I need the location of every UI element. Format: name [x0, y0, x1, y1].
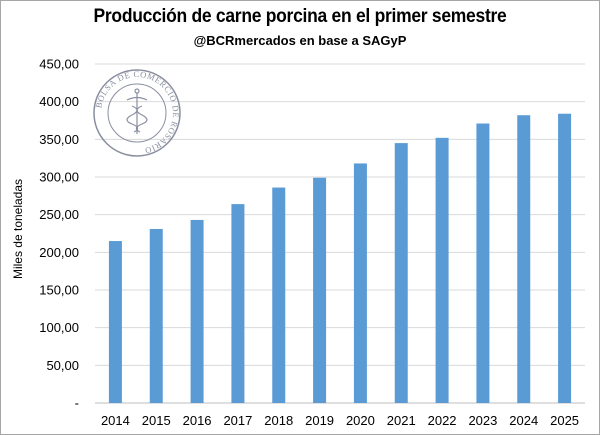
x-tick-label: 2020 [346, 413, 375, 428]
x-tick-label: 2024 [509, 413, 538, 428]
y-tick-label: 300,00 [39, 170, 79, 185]
x-tick-label: 2017 [223, 413, 252, 428]
bar-2017 [231, 204, 245, 403]
bar-2014 [108, 241, 122, 403]
y-tick-label: 50,00 [46, 358, 79, 373]
y-tick-label: 150,00 [39, 283, 79, 298]
gridlines [95, 63, 585, 404]
bars [108, 113, 572, 403]
bar-2018 [272, 187, 286, 403]
x-tick-label: 2018 [264, 413, 293, 428]
bar-2025 [558, 113, 572, 403]
x-tick-label: 2016 [183, 413, 212, 428]
y-tick-labels: - 50,00 100,00 150,00 200,00 250,00 300,00 350,… [39, 57, 79, 411]
x-tick-label: 2023 [468, 413, 497, 428]
seal-inner-ring [107, 83, 167, 143]
bar-2015 [149, 228, 163, 403]
bar-2019 [313, 177, 327, 403]
x-tick-label: 2015 [142, 413, 171, 428]
seal-outer-ring [93, 69, 181, 157]
bar-2020 [353, 163, 367, 403]
x-tick-label: 2022 [428, 413, 457, 428]
bar-2023 [476, 123, 490, 403]
bar-2016 [190, 219, 204, 403]
x-tick-label: 2025 [550, 413, 579, 428]
x-tick-labels: 2014 2015 2016 2017 2018 2019 2020 2021 2022 2023… [101, 413, 579, 428]
chart-subtitle: @BCRmercados en base a SAGyP [193, 33, 407, 48]
x-tick-label: 2021 [387, 413, 416, 428]
y-tick-label: 100,00 [39, 320, 79, 335]
bar-2021 [394, 143, 408, 403]
y-tick-label: - [75, 396, 79, 411]
caduceus-icon [126, 88, 148, 134]
bar-2024 [517, 115, 531, 403]
y-tick-label: 200,00 [39, 245, 79, 260]
x-tick-label: 2014 [101, 413, 130, 428]
chart-title: Producción de carne porcina en el primer… [93, 6, 507, 27]
y-tick-label: 250,00 [39, 207, 79, 222]
bar-2022 [435, 137, 449, 403]
watermark-seal: BOLSA DE COMERCIO DE ROSARIO [93, 69, 181, 157]
x-tick-label: 2019 [305, 413, 334, 428]
y-tick-label: 350,00 [39, 132, 79, 147]
y-tick-label: 400,00 [39, 94, 79, 109]
y-tick-label: 450,00 [39, 57, 79, 72]
